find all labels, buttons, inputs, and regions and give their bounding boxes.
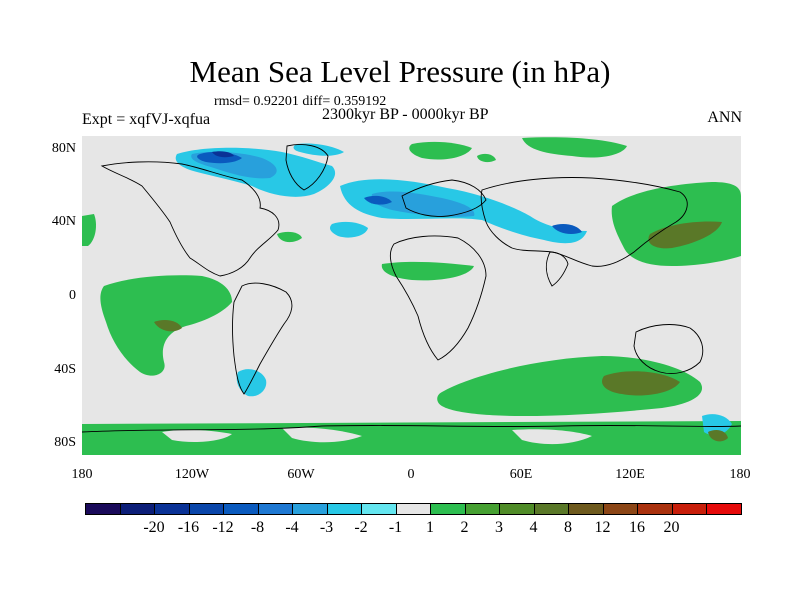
stats-label: rmsd= 0.92201 diff= 0.359192	[214, 94, 387, 109]
anomaly-npacific-pos1	[611, 182, 741, 266]
period-label: 2300kyr BP - 0000kyr BP	[322, 106, 489, 123]
anomaly-arctic-pos1c	[477, 153, 496, 163]
colorbar-swatch	[223, 503, 259, 515]
coast-asia	[480, 177, 688, 267]
anomaly-antarctic-gap2	[282, 427, 362, 443]
colorbar-label: -8	[250, 519, 265, 536]
colorbar-label: 20	[663, 519, 680, 536]
colorbar-swatch	[85, 503, 121, 515]
anomaly-spacific-pos2	[154, 320, 182, 332]
colorbar-label: -12	[212, 519, 234, 536]
anomaly-antarctic-pos2	[708, 430, 728, 442]
anomaly-asia-neg2	[552, 224, 582, 234]
colorbar-swatch	[292, 503, 328, 515]
plot-title: Mean Sea Level Pressure (in hPa)	[189, 54, 611, 89]
colorbar-label: 2	[460, 519, 469, 536]
colorbar-label: 1	[426, 519, 434, 536]
colorbar-label: -3	[319, 519, 334, 536]
colorbar-swatch	[361, 503, 397, 515]
colorbar-swatch	[533, 503, 569, 515]
coast-antarctica	[82, 424, 741, 433]
anomaly-southocean-pos1	[437, 356, 703, 416]
map-panel	[82, 136, 741, 455]
colorbar-swatch	[326, 503, 362, 515]
anomaly-antarctic-gap1	[162, 429, 232, 442]
colorbar-label: -20	[143, 519, 165, 536]
anomaly-sahara-pos1	[381, 261, 474, 281]
lon-label-60e: 60E	[509, 467, 533, 482]
colorbar-label: 4	[529, 519, 538, 536]
lon-label-0: 0	[407, 467, 415, 482]
colorbar-swatch	[706, 503, 742, 515]
coast-africa	[389, 235, 487, 361]
colorbar-swatch	[188, 503, 224, 515]
coast-north-america	[100, 161, 280, 277]
anomaly-arctic-pos1b	[522, 137, 627, 158]
colorbar-swatch	[568, 503, 604, 515]
coast-india	[545, 251, 569, 287]
anomaly-antarctic-neg1	[702, 414, 732, 436]
anomaly-arctic-neg4	[212, 151, 234, 158]
colorbar-swatch	[257, 503, 293, 515]
colorbar-label: 8	[564, 519, 572, 536]
colorbar-label: -1	[388, 519, 403, 536]
coast-australia	[633, 324, 704, 374]
anomaly-arctic-neg1b	[293, 143, 344, 156]
lon-label-180e: 180	[729, 467, 751, 482]
colorbar-swatch	[602, 503, 638, 515]
season-label: ANN	[707, 109, 742, 126]
colorbar-label: -16	[177, 519, 200, 536]
anomaly-atlantic-pos1	[277, 231, 302, 243]
coast-south-america	[232, 282, 293, 395]
lon-label-60w: 60W	[287, 467, 315, 482]
colorbar-label: 16	[629, 519, 645, 536]
coast-europe	[401, 179, 487, 217]
experiment-label: Expt = xqfVJ-xqfua	[82, 111, 211, 128]
colorbar-swatch	[430, 503, 466, 515]
colorbar-swatch	[499, 503, 535, 515]
lat-label-0: 0	[69, 288, 76, 303]
colorbar-label: -2	[354, 519, 368, 536]
lat-label-80s: 80S	[54, 435, 76, 450]
anomaly-iceland-neg1	[330, 221, 368, 238]
colorbar-swatch	[637, 503, 673, 515]
anomaly-drake-neg1	[236, 369, 267, 397]
coast-greenland	[285, 144, 329, 191]
anomaly-westedge-pos1	[82, 214, 96, 246]
lon-label-120w: 120W	[174, 467, 210, 482]
colorbar-label: -4	[285, 519, 299, 536]
colorbar-swatch	[464, 503, 500, 515]
lat-label-80n: 80N	[51, 141, 76, 156]
colorbar-label: 3	[495, 519, 503, 536]
colorbar-swatch	[671, 503, 707, 515]
anomaly-southocean-pos2	[602, 371, 680, 396]
anomaly-npacific-pos2	[648, 221, 722, 249]
anomaly-arctic-pos1	[409, 141, 472, 160]
anomaly-europe-neg2	[371, 191, 475, 217]
lon-label-120e: 120E	[615, 467, 645, 482]
lat-label-40s: 40S	[54, 362, 76, 377]
colorbar-swatch	[119, 503, 155, 515]
anomaly-antarctic-gap3	[512, 429, 592, 445]
anomaly-europe-neg3	[364, 195, 392, 205]
lon-label-180w: 180	[71, 467, 93, 482]
lat-label-40n: 40N	[51, 214, 76, 229]
colorbar-swatch	[395, 503, 431, 515]
coastlines	[82, 144, 741, 433]
colorbar-swatch	[154, 503, 190, 515]
colorbar-label: 12	[594, 519, 611, 536]
